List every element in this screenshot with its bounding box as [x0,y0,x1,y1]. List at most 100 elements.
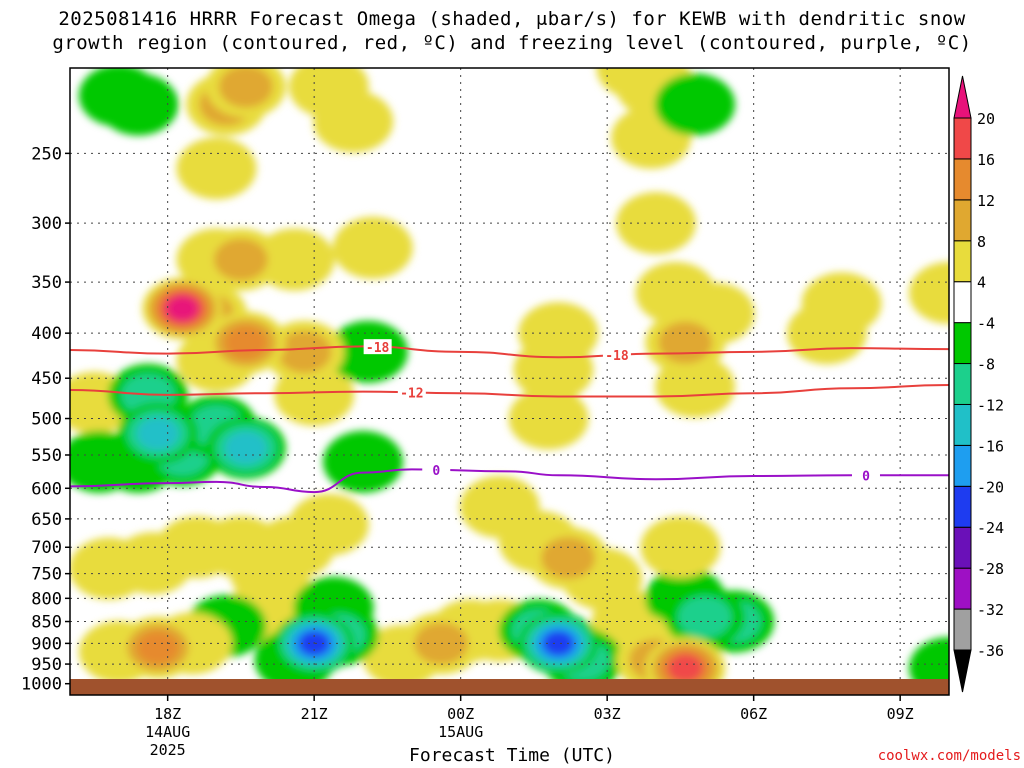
y-tick-label: 1000 [21,675,62,695]
omega-cell [288,493,369,556]
x-tick-label: 03Z [594,705,621,723]
omega-cell [658,321,713,364]
y-tick-label: 850 [31,613,62,633]
omega-cell [655,73,736,136]
omega-cell [513,338,594,401]
omega-cell [166,296,199,321]
colorbar-label: 20 [977,110,995,128]
x-tick-label: 06Z [740,705,767,723]
colorbar-swatch [953,281,972,324]
omega-cell [667,654,704,683]
omega-cell [113,532,194,595]
omega-cell [176,137,257,200]
omega-cell [213,238,268,281]
contour-label-bg [363,339,392,355]
x-tick-label: 21Z [301,705,328,723]
contour-label-bg [397,384,426,400]
x-tick-label: 18Z [154,705,181,723]
contour-label-bg [851,467,880,483]
omega-field [70,68,949,695]
colorbar-label: 8 [977,233,986,251]
omega-cell [541,537,596,580]
colorbar-label: -4 [977,315,995,333]
chart-title-line1: 2025081416 HRRR Forecast Omega (shaded, … [58,8,966,30]
colorbar-label: -32 [977,601,1004,619]
y-tick-label: 450 [31,369,62,389]
colorbar-swatch [953,240,972,283]
omega-cell [909,261,949,324]
y-tick-label: 400 [31,324,62,344]
omega-cell [616,192,696,255]
ground-terrain-band [70,679,949,695]
colorbar-label: 12 [977,192,995,210]
colorbar-swatch [953,608,972,651]
colorbar-label: -16 [977,437,1004,455]
contour-line [70,345,949,359]
omega-colorbar: -36 -32 -28 -24 -20 -16 -12 -8 -4 4 8 12 16 20 [953,75,1004,693]
omega-cell [136,631,180,665]
y-tick-label: 650 [31,510,62,530]
omega-cell [218,68,273,108]
colorbar-label: 4 [977,274,986,292]
colorbar-swatch [953,485,972,528]
colorbar-swatch [953,444,972,487]
y-tick-label: 950 [31,655,62,675]
contour-line [70,383,949,398]
colorbar-swatch [953,567,972,610]
omega-cell [508,387,589,450]
y-tick-label: 600 [31,479,62,499]
colorbar-label: -20 [977,478,1004,496]
omega-cell [323,430,403,493]
omega-cell [542,630,575,656]
plot-frame [69,67,950,696]
colorbar-swatch [953,363,972,405]
omega-cell [277,330,332,373]
omega-cell [224,326,267,360]
y-tick-label: 500 [31,410,62,430]
colorbar-label: -8 [977,356,995,374]
contour-label-bg [422,461,451,477]
omega-cell [635,261,716,324]
y-tick-label: 550 [31,446,62,466]
omega-cell [677,595,732,638]
omega-cell [288,68,369,118]
contour-label: 0 [432,464,440,479]
colorbar-label: -24 [977,519,1004,537]
x-tick-label: 09Z [887,705,914,723]
contour-label: 0 [862,469,870,484]
contour-label-bg [602,347,631,363]
x-tick-date: 15AUG [438,723,483,741]
colorbar-label: -12 [977,396,1004,414]
colorbar-swatch [953,526,972,569]
contour-label: -18 [366,341,390,356]
colorbar-swatch [953,322,972,365]
colorbar-swatch [953,158,972,201]
contour-label: -12 [400,386,423,401]
colorbar-min-arrow [953,649,972,693]
omega-cell [224,431,267,465]
y-tick-label: 900 [31,634,62,654]
y-tick-label: 700 [31,538,62,558]
omega-cell [596,68,677,99]
colorbar-label: 16 [977,151,995,169]
omega-cell [801,272,882,335]
y-tick-label: 800 [31,589,62,609]
y-axis-pressure: 2503003504004505005506006507007508008509… [21,144,70,695]
colorbar-swatch [953,117,972,160]
y-tick-label: 300 [31,214,62,234]
contour-label: -18 [605,349,629,364]
omega-cell [332,216,413,279]
y-tick-label: 250 [31,144,62,164]
colorbar-max-arrow [953,75,972,119]
source-credit: coolwx.com/models [877,748,1021,764]
omega-cell [98,73,179,136]
colorbar-label: -36 [977,642,1004,660]
omega-cell [136,416,180,451]
y-tick-label: 350 [31,273,62,293]
chart-title-line2: growth region (contoured, red, ºC) and f… [52,32,972,54]
x-tick-year: 2025 [150,741,186,759]
x-tick-date: 14AUG [145,723,190,741]
colorbar-swatch [953,199,972,242]
